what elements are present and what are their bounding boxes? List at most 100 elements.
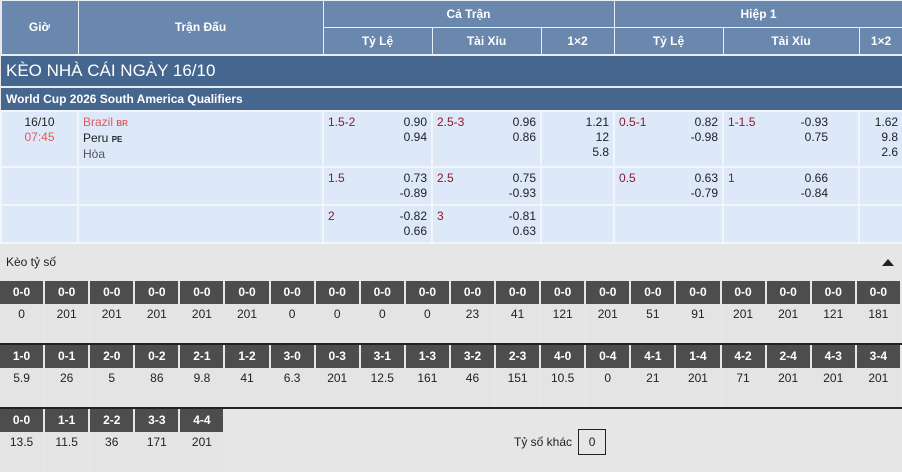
score-cell[interactable]: 0-0 51 (631, 280, 675, 343)
score-cell[interactable]: 0-0 201 (766, 280, 810, 343)
odds-value[interactable]: 1.21 (585, 114, 610, 129)
score-cell[interactable]: 0-0 201 (180, 280, 224, 343)
odds-value[interactable]: 0.86 (512, 129, 536, 144)
draw-label: Hòa (83, 146, 106, 161)
score-label: 0-0 (405, 280, 449, 304)
score-cell[interactable]: 2-3 151 (496, 344, 540, 407)
score-odds: 9.8 (193, 370, 211, 385)
score-cell[interactable]: 3-1 12.5 (360, 344, 404, 407)
odds-value[interactable]: 5.8 (592, 144, 610, 159)
score-label: 0-0 (631, 280, 675, 304)
score-cell[interactable]: 0-0 121 (811, 280, 855, 343)
correct-score-bar[interactable]: Kèo tỷ số (0, 243, 902, 281)
score-cell[interactable]: 4-0 10.5 (541, 344, 585, 407)
ft-handicap-line: 2 (328, 208, 335, 223)
odds-value[interactable]: 0.94 (403, 129, 427, 144)
score-label: 0-0 (225, 280, 269, 304)
score-label: 3-4 (856, 344, 900, 368)
odds-value[interactable]: 0.96 (512, 114, 536, 129)
score-cell[interactable]: 1-1 11.5 (45, 408, 89, 471)
score-cell[interactable]: 0-0 91 (676, 280, 720, 343)
score-cell[interactable]: 3-4 201 (856, 344, 900, 407)
score-odds: 201 (778, 306, 799, 321)
score-odds: 201 (191, 434, 212, 449)
odds-value[interactable]: 0.63 (512, 223, 536, 238)
score-cell[interactable]: 0-4 0 (586, 344, 630, 407)
other-score-value[interactable]: 0 (578, 428, 607, 455)
score-cell[interactable]: 0-0 0 (0, 280, 44, 343)
score-cell[interactable]: 0-0 201 (225, 280, 269, 343)
odds-value[interactable]: -0.93 (508, 185, 536, 200)
score-cell[interactable]: 0-1 26 (45, 344, 89, 407)
odds-value[interactable]: 0.75 (512, 170, 536, 185)
score-cell[interactable]: 2-1 9.8 (180, 344, 224, 407)
odds-value[interactable]: 0.73 (403, 170, 427, 185)
odds-value[interactable]: -0.82 (399, 208, 427, 223)
league-name[interactable]: World Cup 2026 South America Qualifiers (1, 85, 902, 111)
odds-value[interactable]: -0.81 (508, 208, 536, 223)
odds-value[interactable]: 0.90 (403, 114, 427, 129)
score-cell[interactable]: 1-0 5.9 (0, 344, 44, 407)
score-odds: 151 (507, 370, 528, 385)
odds-table: Giờ Trận Đấu Cả Trận Hiệp 1 Tỷ Lệ Tài Xỉ… (0, 0, 902, 244)
score-cell[interactable]: 0-0 0 (270, 280, 314, 343)
score-cell[interactable]: 2-0 5 (90, 344, 134, 407)
score-cell[interactable]: 0-2 86 (135, 344, 179, 407)
odds-value[interactable]: -0.98 (690, 129, 719, 144)
score-label: 0-0 (315, 280, 359, 304)
score-label: 3-2 (450, 344, 495, 368)
score-cell[interactable]: 1-4 201 (676, 344, 720, 407)
score-cell[interactable]: 1-3 161 (405, 344, 449, 407)
score-odds: 201 (191, 306, 212, 321)
score-cell[interactable]: 2-2 36 (90, 408, 134, 471)
score-cell[interactable]: 2-4 201 (766, 344, 810, 407)
collapse-triangle-icon[interactable] (882, 258, 894, 266)
score-cell[interactable]: 0-0 201 (45, 280, 89, 343)
score-cell[interactable]: 0-0 0 (405, 280, 449, 343)
score-label: 0-0 (496, 280, 540, 304)
odds-value[interactable]: 12 (595, 129, 610, 144)
score-cell[interactable]: 0-0 0 (315, 280, 359, 343)
score-cell[interactable]: 0-0 23 (450, 280, 495, 343)
score-cell[interactable]: 0-0 41 (496, 280, 540, 343)
score-cell[interactable]: 0-0 13.5 (0, 408, 44, 471)
odds-value[interactable]: 2.6 (881, 144, 899, 159)
odds-value[interactable]: 9.8 (881, 129, 899, 144)
odds-value[interactable]: 0.75 (804, 129, 829, 144)
score-cell[interactable]: 4-4 201 (180, 408, 224, 471)
score-cell[interactable]: 1-2 41 (225, 344, 269, 407)
odds-value[interactable]: -0.89 (399, 185, 427, 200)
score-cell[interactable]: 0-0 201 (721, 280, 765, 343)
score-label: 4-1 (631, 344, 675, 368)
odds-value[interactable]: -0.79 (690, 185, 719, 200)
odds-value[interactable]: -0.84 (800, 185, 829, 200)
odds-value[interactable]: 0.63 (694, 170, 719, 185)
odds-value[interactable]: 1.62 (874, 114, 899, 129)
score-cell[interactable]: 4-1 21 (631, 344, 675, 407)
score-cell[interactable]: 4-2 71 (721, 344, 765, 407)
score-odds: 201 (327, 370, 348, 385)
score-cell[interactable]: 3-0 6.3 (270, 344, 314, 407)
home-code: BR (116, 118, 128, 128)
odds-value[interactable]: -0.93 (800, 114, 829, 129)
score-cell[interactable]: 0-0 121 (541, 280, 585, 343)
score-cell[interactable]: 0-0 201 (135, 280, 179, 343)
odds-value[interactable]: 0.66 (403, 223, 427, 238)
away-team[interactable]: Peru (83, 130, 109, 145)
score-odds: 21 (646, 370, 660, 385)
score-cell[interactable]: 3-3 171 (135, 408, 179, 471)
score-cell[interactable]: 3-2 46 (450, 344, 495, 407)
score-odds: 13.5 (9, 434, 34, 449)
odds-value[interactable]: 0.66 (804, 170, 829, 185)
score-cell[interactable]: 0-3 201 (315, 344, 359, 407)
score-cell[interactable]: 0-0 201 (90, 280, 134, 343)
score-odds: 121 (552, 306, 573, 321)
odds-value[interactable]: 0.82 (694, 114, 719, 129)
home-team[interactable]: Brazil (83, 114, 114, 129)
score-cell[interactable]: 4-3 201 (811, 344, 855, 407)
score-cell[interactable]: 0-0 201 (586, 280, 630, 343)
score-cell[interactable]: 0-0 0 (360, 280, 404, 343)
correct-score-label: Kèo tỷ số (6, 255, 57, 269)
score-cell[interactable]: 0-0 181 (856, 280, 900, 343)
score-odds: 41 (240, 370, 254, 385)
